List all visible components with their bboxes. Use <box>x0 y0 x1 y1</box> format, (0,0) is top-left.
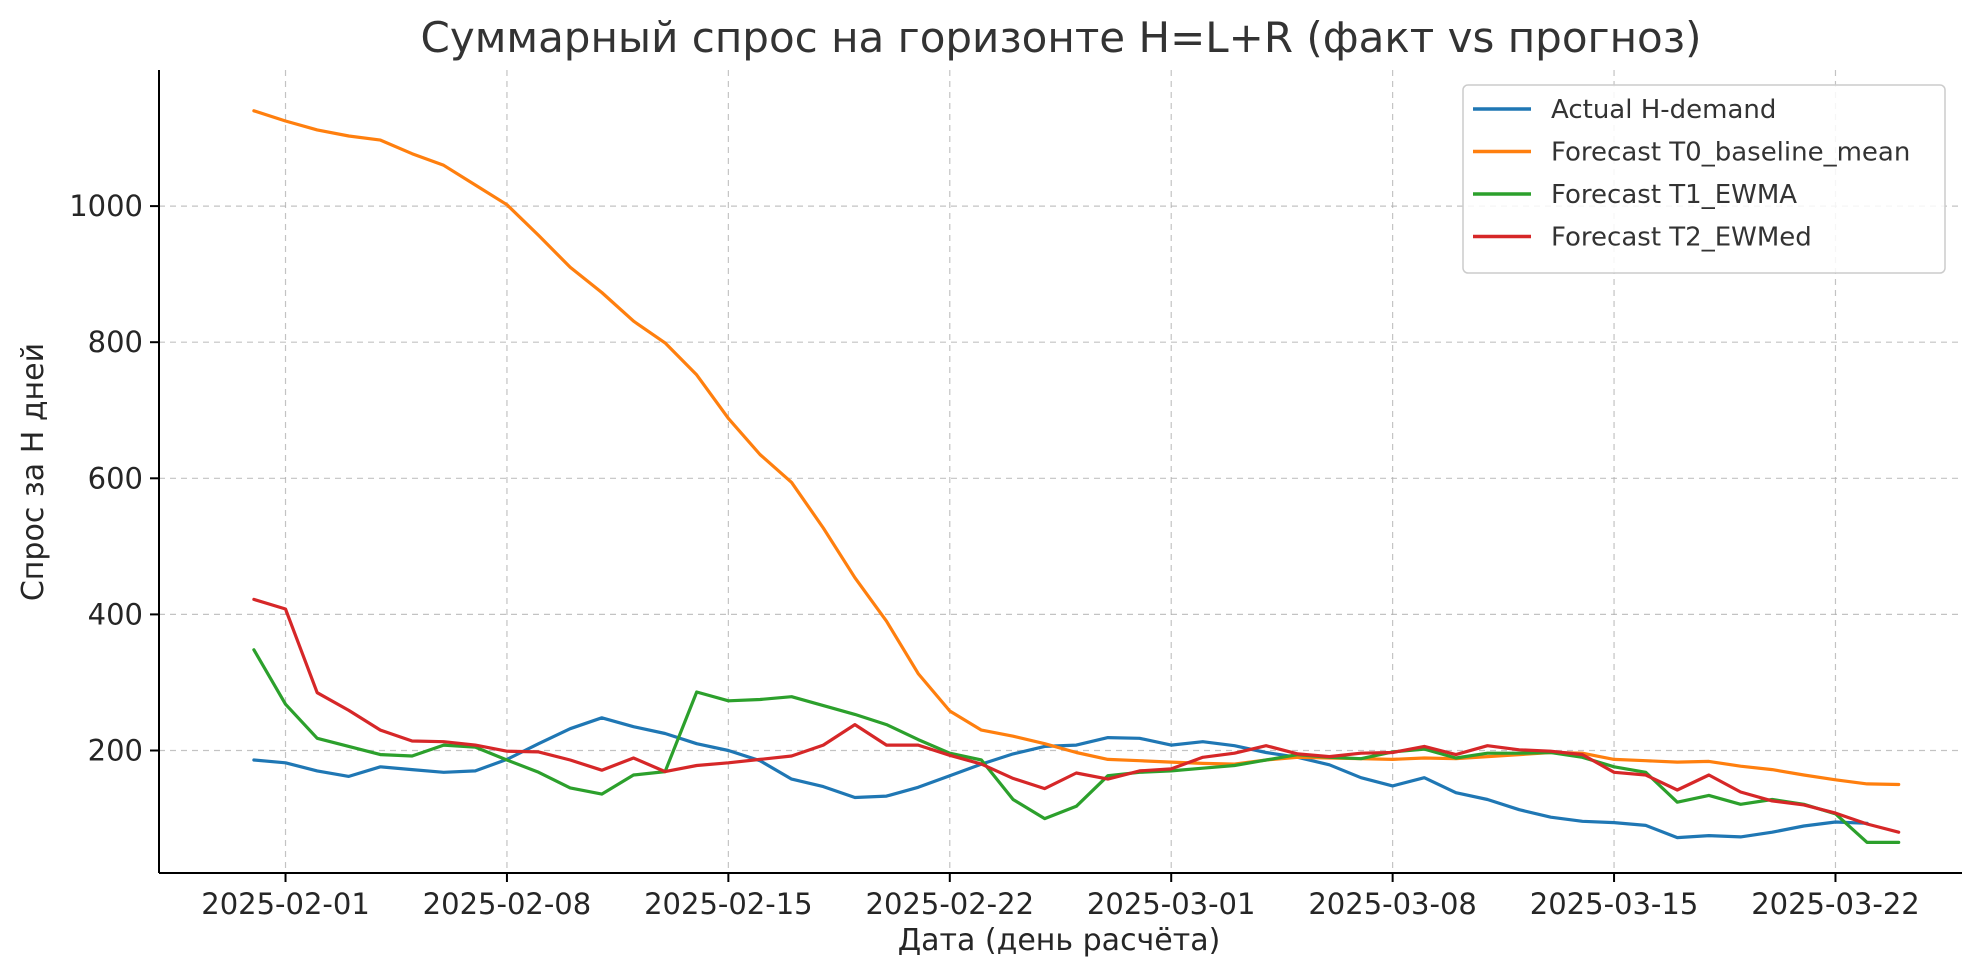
y-axis-label: Спрос за H дней <box>16 343 51 601</box>
series-line-4 <box>252 597 1901 834</box>
y-tick-label: 200 <box>88 734 143 768</box>
y-tick-label: 600 <box>88 461 143 495</box>
legend-label: Forecast T0_baseline_mean <box>1551 138 1910 168</box>
series-line-1 <box>252 716 1869 840</box>
y-tick-label: 1000 <box>69 189 143 223</box>
legend: Actual H-demand Forecast T0_baseline_mean… <box>1462 84 1946 274</box>
legend-label: Actual H-demand <box>1551 95 1776 125</box>
x-tick-label: 2025-02-15 <box>644 887 813 921</box>
legend-label: Forecast T1_EWMA <box>1551 180 1797 210</box>
x-tick-label: 2025-02-08 <box>423 887 592 921</box>
grid-layer <box>159 70 1962 873</box>
x-tick-label: 2025-02-01 <box>201 887 370 921</box>
y-tick-label: 400 <box>88 597 143 631</box>
series-line-3 <box>252 648 1901 845</box>
legend-label: Forecast T2_EWMed <box>1551 223 1812 253</box>
x-tick-label: 2025-03-08 <box>1308 887 1477 921</box>
axes-layer: 2025-02-01 2025-02-08 2025-02-15 2025-02-22… <box>69 70 1962 921</box>
x-tick-label: 2025-03-15 <box>1530 887 1699 921</box>
y-tick-label: 800 <box>88 325 143 359</box>
x-tick-label: 2025-03-01 <box>1087 887 1256 921</box>
series-line-2 <box>252 109 1901 787</box>
chart-title: Суммарный спрос на горизонте H=L+R (факт… <box>421 13 1702 62</box>
x-tick-label: 2025-03-22 <box>1751 887 1920 921</box>
series-layer <box>252 109 1901 845</box>
legend-box <box>1462 84 1946 274</box>
x-axis-label: Дата (день расчёта) <box>898 923 1221 958</box>
x-tick-label: 2025-02-22 <box>866 887 1035 921</box>
